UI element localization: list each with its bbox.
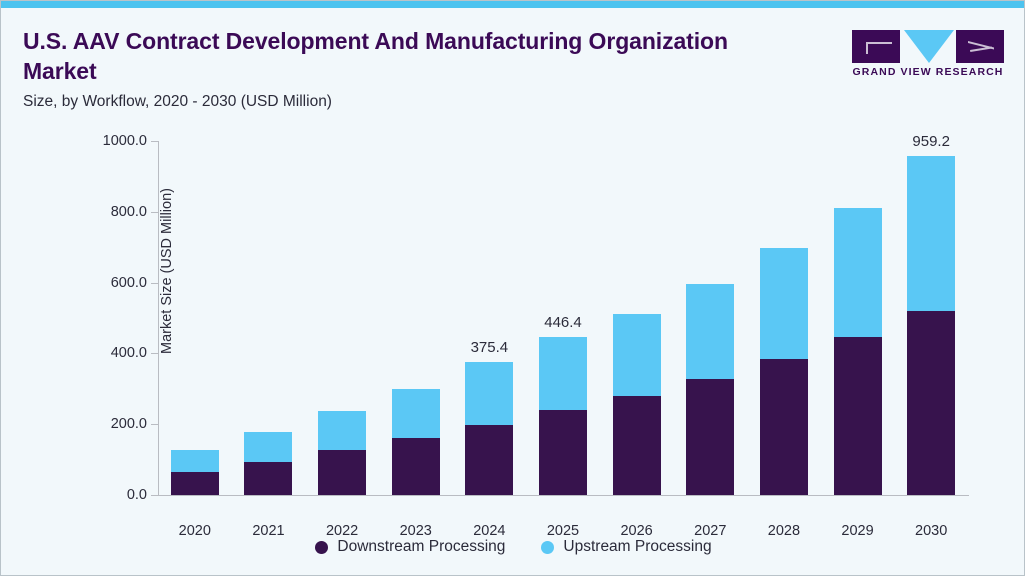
bar-segment-upstream[interactable] [833, 208, 882, 338]
bar-segment-downstream[interactable] [539, 410, 587, 495]
bar-segment-upstream[interactable] [465, 362, 514, 426]
bar-group[interactable] [170, 450, 219, 495]
bar-group[interactable] [686, 284, 735, 495]
bar-group[interactable] [612, 314, 661, 495]
bar-group[interactable] [759, 247, 808, 495]
bar-value-label: 446.4 [544, 314, 582, 332]
bar-segment-upstream[interactable] [244, 432, 293, 463]
bar-group[interactable]: 446.4 [539, 314, 587, 495]
bar-segment-upstream[interactable] [907, 155, 956, 312]
plot-area: 0.0 200.0 400.0 600.0 800.0 1000.0 375.4 446.4… [103, 133, 968, 539]
x-axis-tick-label: 2023 [399, 523, 432, 539]
y-axis-tick-label: 200.0 [110, 416, 147, 433]
logo-wordmark: GRAND VIEW RESEARCH [852, 66, 1004, 78]
bar-segment-downstream[interactable] [244, 462, 293, 495]
y-axis-tick-label: 600.0 [110, 274, 147, 291]
bar-group[interactable]: 959.2 [907, 133, 956, 495]
x-axis-tick-label: 2024 [473, 523, 506, 539]
y-axis-tick-label: 0.0 [126, 487, 147, 503]
bar-group[interactable]: 375.4 [465, 339, 514, 495]
y-axis-tick-mark [151, 353, 158, 355]
x-axis-tick-label: 2025 [546, 523, 580, 539]
y-axis-tick-label: 800.0 [110, 203, 147, 220]
bar-group[interactable] [244, 432, 293, 495]
logo-marks [852, 30, 1004, 63]
bar-value-label: 959.2 [912, 132, 950, 150]
legend-item[interactable]: Upstream Processing [541, 538, 712, 556]
bar-segment-downstream[interactable] [907, 311, 956, 495]
legend-label: Downstream Processing [337, 538, 506, 555]
logo-g-block-icon [852, 30, 900, 63]
logo-r-glyph-icon [968, 41, 994, 53]
bar-segment-upstream[interactable] [539, 337, 587, 411]
y-axis-tick-mark [151, 495, 158, 496]
bar-segment-upstream[interactable] [318, 411, 367, 451]
legend-color-dot-icon [541, 540, 555, 554]
bar-segment-upstream[interactable] [686, 284, 735, 380]
x-axis-tick-label: 2022 [325, 523, 359, 539]
y-axis-tick-label: 1000.0 [102, 133, 147, 149]
x-axis-tick-label: 2028 [767, 523, 801, 539]
bar-segment-upstream[interactable] [612, 314, 661, 396]
x-axis-tick-label: 2030 [915, 523, 948, 539]
logo-g-glyph-icon [866, 42, 892, 54]
logo-r-block-icon [956, 30, 1004, 63]
bar-segment-downstream[interactable] [170, 471, 219, 495]
bar-segment-downstream[interactable] [318, 450, 367, 495]
bar-group[interactable] [833, 208, 882, 495]
bar-segment-downstream[interactable] [612, 395, 661, 495]
bar-segment-downstream[interactable] [686, 379, 735, 495]
x-axis-tick-label: 2020 [178, 523, 211, 539]
accent-top-bar [1, 1, 1024, 8]
y-axis-tick-mark [151, 424, 158, 426]
y-axis-tick-mark [151, 282, 158, 284]
bar-value-label: 375.4 [470, 339, 509, 357]
legend-label: Upstream Processing [563, 538, 712, 555]
bar-segment-downstream[interactable] [465, 425, 514, 495]
bar-segment-downstream[interactable] [759, 359, 808, 495]
bar-group[interactable] [391, 388, 440, 495]
y-axis-tick-mark [151, 211, 158, 213]
x-axis-tick-label: 2026 [620, 523, 653, 539]
y-axis-line [158, 141, 159, 495]
chart-plot: Market Size (USD Million) 0.0 200.0 400.0 6… [1, 123, 1024, 575]
y-axis-tick-mark [151, 141, 158, 142]
legend-color-dot-icon [315, 540, 329, 554]
x-axis-tick-label: 2021 [252, 523, 285, 539]
page-title: U.S. AAV Contract Development And Manufa… [23, 28, 728, 85]
x-axis-line [158, 495, 969, 496]
legend-item[interactable]: Downstream Processing [315, 538, 505, 556]
page-subtitle: Size, by Workflow, 2020 - 2030 (USD Mill… [23, 93, 332, 110]
bar-group[interactable] [318, 411, 367, 495]
bar-segment-downstream[interactable] [833, 337, 882, 495]
x-axis-tick-label: 2029 [841, 523, 874, 539]
grand-view-research-logo: GRAND VIEW RESEARCH [852, 30, 1004, 86]
bar-segment-upstream[interactable] [391, 388, 440, 439]
bar-segment-upstream[interactable] [759, 247, 808, 360]
y-axis-tick-label: 400.0 [110, 345, 147, 362]
logo-triangle-icon [904, 30, 954, 63]
bar-segment-downstream[interactable] [391, 438, 440, 495]
bar-segment-upstream[interactable] [170, 450, 219, 472]
chart-header: U.S. AAV Contract Development And Manufa… [1, 8, 1024, 123]
x-axis-tick-label: 2027 [694, 523, 727, 539]
chart-legend: Downstream Processing Upstream Processing [1, 538, 1024, 556]
